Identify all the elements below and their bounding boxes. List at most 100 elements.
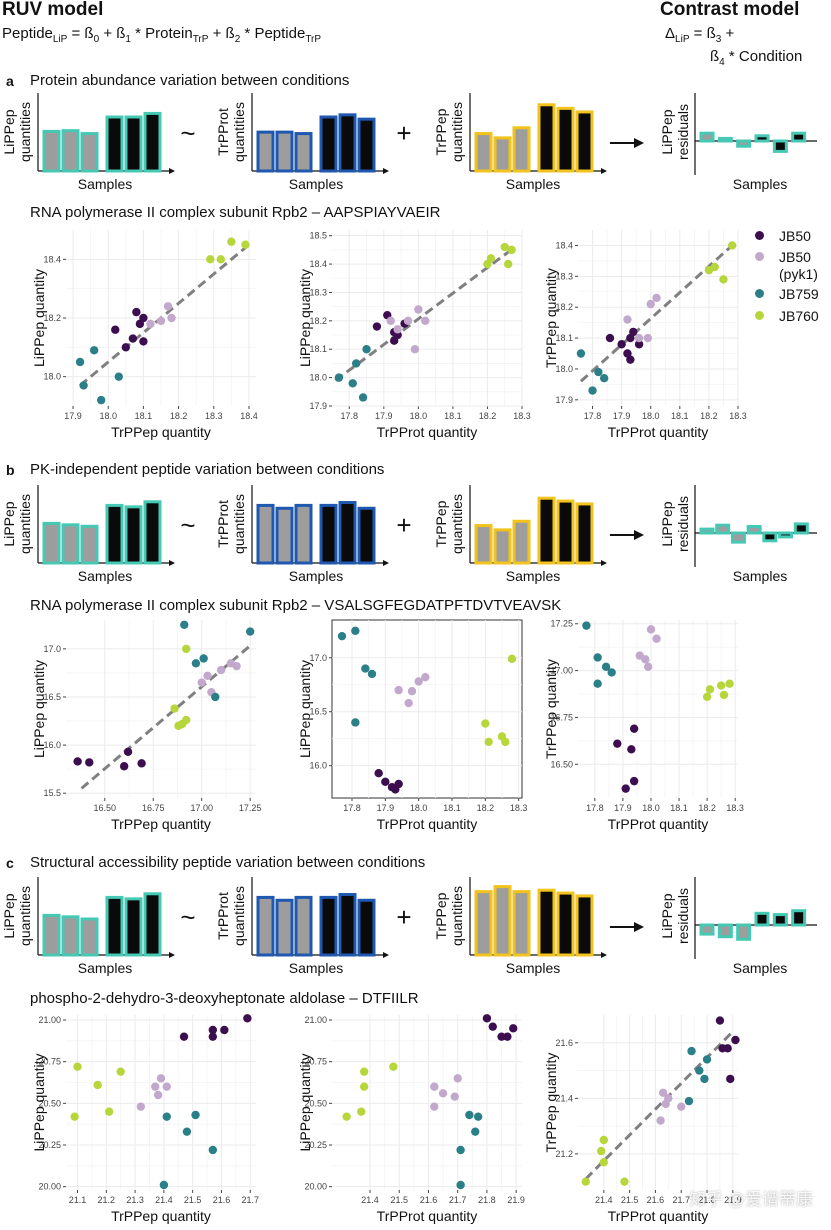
res-bar: [778, 531, 794, 539]
y-tick-label: 20.00: [304, 1182, 327, 1192]
legend-label-jb50-pyk1: JB50: [779, 249, 811, 265]
y-tick-label: 18.2: [43, 313, 61, 323]
data-point-jb759: [702, 1055, 712, 1064]
x-tick-label: 21.9: [724, 1195, 742, 1205]
data-point-jb50: [482, 1014, 492, 1023]
data-point-jb760: [727, 241, 737, 250]
data-point-jb760: [359, 1082, 369, 1091]
data-point-jb759: [351, 359, 361, 368]
x-tick-label: 17.9: [614, 803, 632, 813]
prot-x-arrow: [383, 560, 389, 566]
y-tick-label: 16.0: [43, 740, 61, 750]
x-tick-label: 21.2: [98, 1195, 116, 1205]
lip-ylabel-line1: LiPPep: [1, 109, 17, 154]
data-point-jb760: [481, 719, 490, 728]
data-point-jb760: [182, 644, 191, 654]
x-axis-label: TrPProt quantity: [377, 424, 478, 440]
lip-bar: [80, 524, 99, 565]
lip-bar: [61, 915, 80, 957]
lip-bar: [42, 913, 61, 957]
data-point-jb50-pyk1: [414, 677, 423, 686]
data-point-jb759: [351, 626, 360, 635]
data-point-jb760: [507, 245, 516, 255]
pep-ylabel-line2: quantities: [449, 886, 465, 946]
y-tick-label: 20.00: [38, 1182, 61, 1192]
pep-bar: [537, 888, 556, 957]
data-point-jb760: [359, 1067, 369, 1076]
res-bar: [793, 522, 809, 535]
ruv-equation: PeptideLiP = ß0 + ß1 * ProteinTrP + ß2 *…: [2, 25, 322, 45]
res-bar: [762, 531, 778, 543]
res-bar: [736, 139, 752, 148]
data-point-jb50: [509, 1024, 518, 1033]
y-tick-label: 18.5: [309, 231, 327, 241]
x-tick-label: 17.9: [64, 411, 82, 421]
data-point-jb760: [725, 679, 734, 688]
panel-c-title: Structural accessibility peptide variati…: [30, 854, 426, 871]
prot-bar: [256, 130, 275, 173]
data-point-jb759: [367, 669, 377, 679]
panel-b-scatter-3: 17.8 17.9 18.0 18.1 18.2 18.3 16.50 16.75 17.00 1…: [543, 619, 744, 832]
data-point-jb50: [128, 334, 138, 343]
pep-bar: [512, 126, 531, 173]
data-point-jb760: [93, 1080, 102, 1090]
y-tick-label: 21.6: [555, 1038, 573, 1048]
data-point-jb50: [627, 745, 636, 754]
x-tick-label: 18.1: [444, 411, 462, 421]
lip-ylabel-line2: quantities: [17, 102, 33, 162]
panel-a-letter: a: [6, 73, 14, 89]
x-tick-label: 17.9: [377, 803, 395, 813]
y-tick-label: 17.0: [309, 653, 327, 663]
x-tick-label: 18.2: [698, 803, 716, 813]
y-tick-label: 18.2: [555, 302, 573, 312]
x-tick-label: 21.4: [595, 1195, 613, 1205]
data-point-jb759: [588, 386, 597, 395]
data-point-jb50: [626, 355, 635, 364]
data-point-jb760: [182, 715, 191, 725]
data-point-jb760: [389, 1062, 398, 1071]
x-tick-label: 18.3: [726, 803, 744, 813]
prot-bar: [357, 117, 376, 173]
fit-line: [334, 245, 516, 382]
plot-area: [331, 619, 523, 799]
data-point-jb759: [348, 379, 357, 388]
data-point-jb50: [715, 1016, 725, 1025]
y-tick-label: 17.00: [550, 666, 573, 676]
res-bar: [730, 531, 746, 544]
x-tick-label: 16.50: [94, 803, 117, 813]
res-ylabel-line1: LiPPep: [659, 501, 675, 546]
y-tick-label: 18.1: [309, 344, 327, 354]
legend-swatch-jb50-pyk1: [755, 252, 764, 261]
x-tick-label: 18.2: [479, 411, 497, 421]
data-point-jb50-pyk1: [156, 316, 166, 326]
lip-bar: [61, 523, 80, 565]
x-tick-label: 21.7: [241, 1195, 259, 1205]
data-point-jb759: [334, 373, 344, 382]
x-tick-label: 18.1: [135, 411, 153, 421]
prot-ylabel-line1: TrPProt: [215, 108, 231, 156]
data-point-jb760: [170, 704, 179, 713]
data-point-jb50-pyk1: [643, 333, 653, 343]
y-tick-label: 18.0: [309, 373, 327, 383]
res-bar: [772, 139, 788, 153]
y-tick-label: 20.50: [304, 1098, 327, 1108]
pep-ylabel-line1: TrPPep: [433, 892, 449, 939]
data-point-jb760: [73, 1062, 82, 1071]
data-point-jb50: [123, 747, 133, 757]
x-tick-label: 17.00: [190, 803, 213, 813]
prot-bar: [357, 506, 376, 565]
panel-a-scatter-2: 17.8 17.9 18.0 18.1 18.2 18.3 17.9 18.0 18.1 18.2…: [297, 230, 531, 440]
y-axis-label: LiPPep quantity: [297, 660, 313, 758]
x-tick-label: 17.8: [584, 411, 602, 421]
panel-a-scatter-1: 17.9 18.0 18.1 18.2 18.3 18.4 18.0 18.2 18.4 TrPP…: [31, 230, 258, 440]
prot-bar: [294, 895, 313, 957]
lip-xlabel: Samples: [78, 176, 132, 192]
data-point-jb50-pyk1: [156, 1074, 166, 1083]
lip-bar: [105, 895, 124, 957]
pep-bar: [493, 528, 512, 565]
data-point-jb50-pyk1: [163, 302, 173, 311]
x-tick-label: 18.3: [729, 411, 747, 421]
y-tick-label: 20.25: [38, 1140, 61, 1150]
data-point-jb50-pyk1: [450, 1092, 459, 1101]
